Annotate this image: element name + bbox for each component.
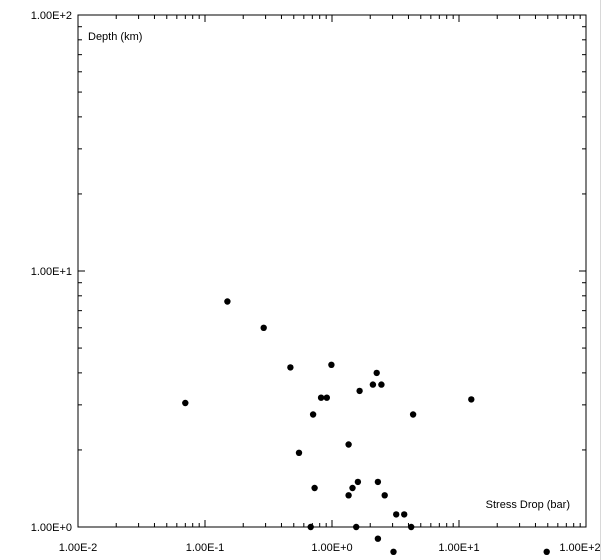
data-points xyxy=(182,298,550,555)
data-point-27 xyxy=(374,535,382,542)
data-point-13 xyxy=(409,411,417,418)
y-tick-label-mid: 1.00E+1 xyxy=(31,266,72,278)
x-tick-label-3: 1.00E+1 xyxy=(438,542,479,554)
data-point-16 xyxy=(311,484,318,492)
plot-frame xyxy=(77,14,587,528)
data-point-12 xyxy=(309,411,317,418)
axis-ticks xyxy=(77,15,587,528)
data-point-4 xyxy=(373,369,380,377)
data-point-25 xyxy=(353,523,360,531)
data-point-6 xyxy=(323,394,330,401)
data-point-20 xyxy=(345,492,352,499)
x-tick-label-0: 1.00E-2 xyxy=(59,542,98,554)
data-point-18 xyxy=(354,478,362,486)
window-edge xyxy=(600,0,612,560)
data-point-5 xyxy=(317,394,325,401)
data-point-8 xyxy=(369,381,377,388)
data-point-29 xyxy=(543,548,550,555)
data-point-17 xyxy=(374,478,382,486)
data-point-23 xyxy=(401,511,408,518)
data-point-7 xyxy=(356,387,363,395)
x-tick-label-1: 1.00E-1 xyxy=(186,542,225,554)
data-point-3 xyxy=(328,361,335,368)
data-point-14 xyxy=(345,441,352,448)
data-point-2 xyxy=(287,364,294,371)
data-point-0 xyxy=(224,298,231,305)
data-point-19 xyxy=(349,484,356,492)
x-axis-title: Stress Drop (bar) xyxy=(486,499,570,511)
y-tick-label-bottom: 1.00E+0 xyxy=(31,522,72,534)
data-point-1 xyxy=(260,324,267,331)
x-tick-label-2: 1.00E+0 xyxy=(311,542,352,554)
data-point-24 xyxy=(307,523,314,531)
data-point-11 xyxy=(468,396,475,403)
data-point-22 xyxy=(393,511,400,518)
x-tick-label-4: 1.00E+2 xyxy=(559,542,600,554)
data-point-26 xyxy=(408,523,415,531)
data-point-21 xyxy=(381,492,388,499)
y-tick-label-top: 1.00E+2 xyxy=(31,10,72,22)
data-point-10 xyxy=(182,399,189,407)
data-point-9 xyxy=(378,381,385,388)
data-point-15 xyxy=(295,449,303,456)
y-axis-title: Depth (km) xyxy=(88,31,142,43)
data-point-28 xyxy=(390,548,397,555)
